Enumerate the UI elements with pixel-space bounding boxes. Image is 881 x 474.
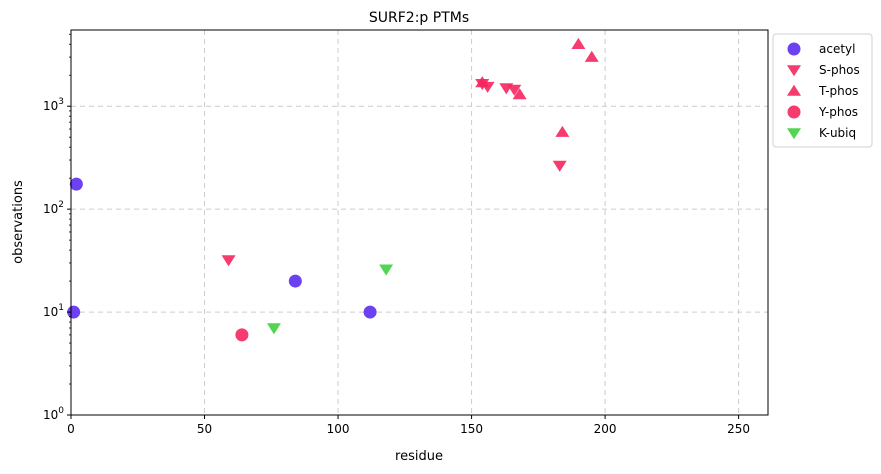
point-t-phos	[571, 37, 586, 50]
x-tick-label: 250	[727, 422, 750, 436]
y-axis-label: observations	[11, 180, 26, 264]
legend: acetyl S-phos T-phos Y-phos K-ubiq	[772, 33, 873, 148]
point-s-phos	[507, 84, 522, 96]
legend-label: acetyl	[819, 42, 855, 56]
x-tick-label: 0	[67, 422, 75, 436]
point-s-phos	[221, 255, 236, 267]
x-tick-label: 200	[594, 422, 617, 436]
legend-marker-acetyl	[787, 42, 801, 56]
point-acetyl	[67, 305, 81, 319]
point-acetyl	[288, 274, 302, 288]
legend-marker-t-phos	[787, 84, 801, 96]
x-tick-label: 150	[460, 422, 483, 436]
y-tick-label: 102	[43, 200, 64, 216]
y-tick-label: 101	[43, 303, 64, 319]
y-tick-label: 103	[43, 97, 64, 113]
data-marks	[67, 37, 599, 342]
point-t-phos	[555, 125, 570, 137]
point-k-ubiq	[379, 264, 394, 276]
legend-label: K-ubiq	[819, 126, 856, 140]
legend-label: Y-phos	[818, 105, 858, 119]
x-axis: 0 50 100 150 200 250	[67, 415, 750, 436]
legend-marker-s-phos	[787, 65, 801, 77]
point-t-phos	[475, 76, 490, 88]
x-axis-label: residue	[395, 449, 443, 464]
point-y-phos	[235, 328, 249, 342]
legend-label: S-phos	[819, 63, 860, 77]
plot-frame	[70, 29, 769, 416]
legend-box	[772, 33, 873, 148]
point-s-phos	[552, 160, 567, 172]
legend-label: T-phos	[818, 84, 858, 98]
point-t-phos	[584, 50, 599, 62]
point-k-ubiq	[266, 323, 281, 335]
legend-marker-k-ubiq	[787, 128, 801, 140]
y-axis: 100 101 102 103	[43, 33, 71, 422]
x-tick-label: 100	[327, 422, 350, 436]
legend-marker-y-phos	[787, 105, 801, 119]
grid	[71, 30, 768, 415]
point-acetyl	[363, 305, 377, 319]
chart-title: SURF2:p PTMs	[369, 10, 469, 26]
y-tick-label: 100	[43, 406, 64, 422]
point-acetyl	[69, 177, 83, 191]
x-tick-label: 50	[197, 422, 212, 436]
point-t-phos	[512, 88, 527, 100]
